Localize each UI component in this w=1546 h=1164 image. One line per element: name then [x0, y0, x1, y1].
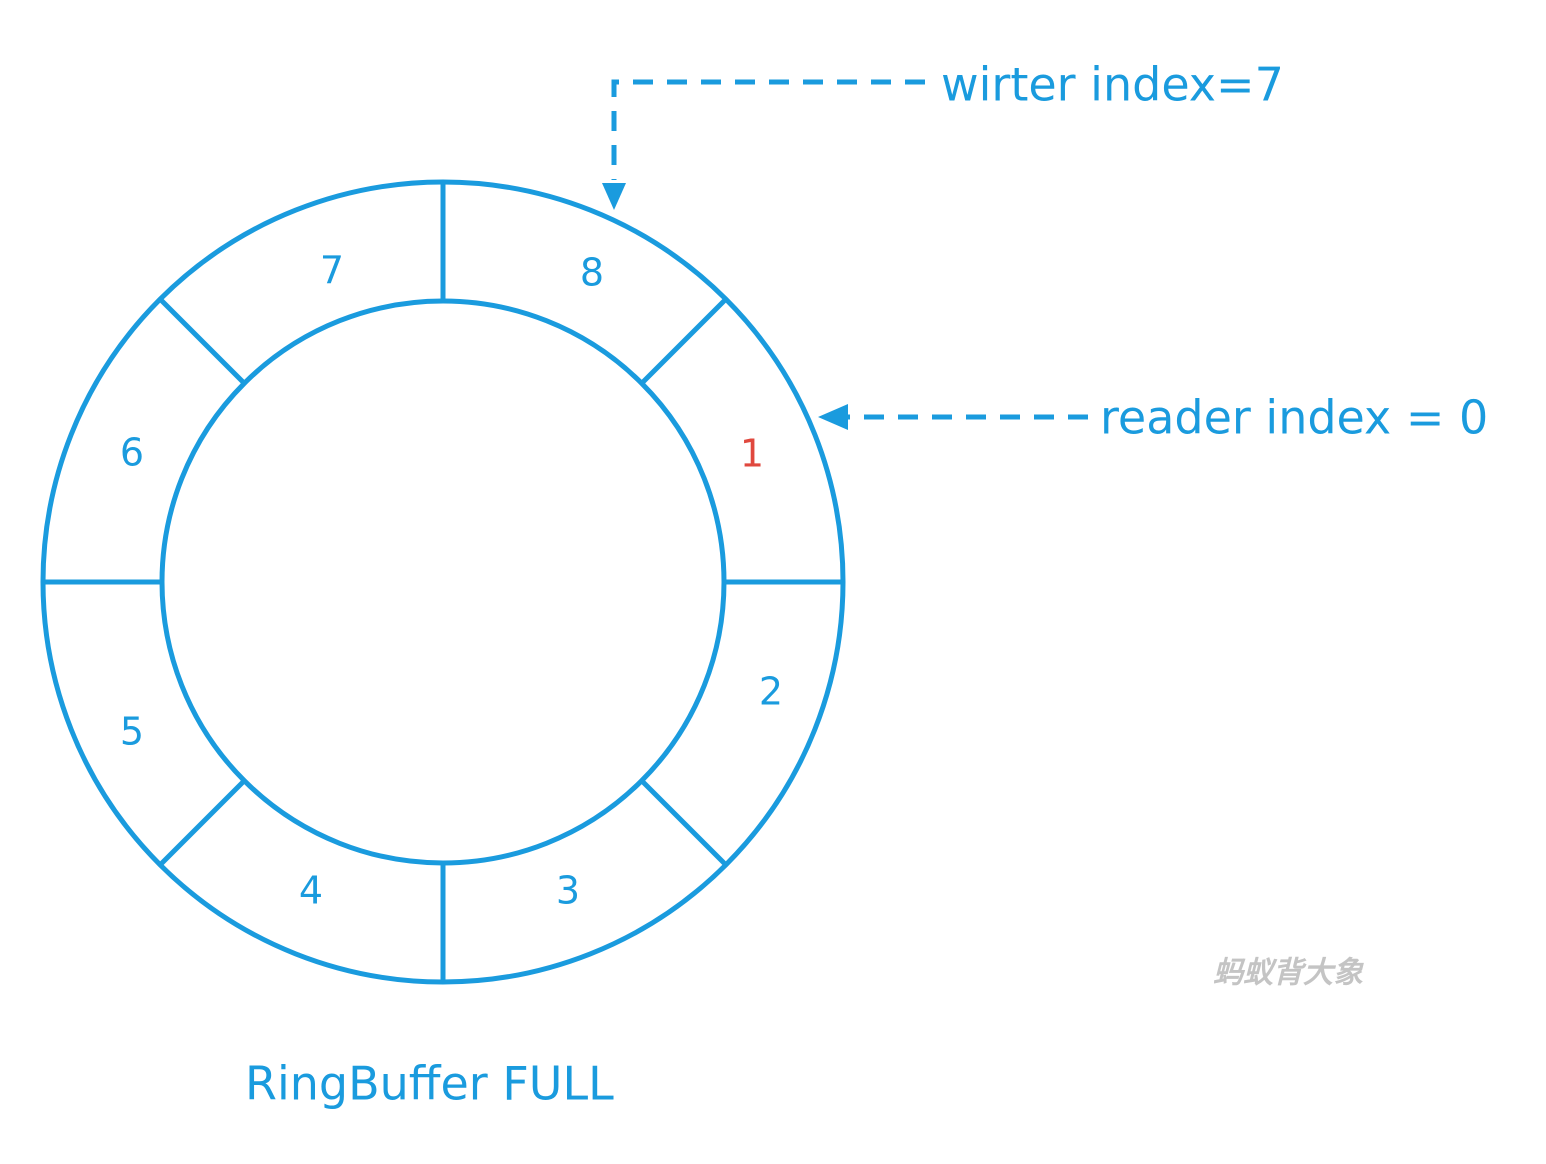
- slot-label: 8: [580, 251, 604, 295]
- slot-divider-top-right: [640, 297, 728, 385]
- diagram-caption: RingBuffer FULL: [245, 1057, 614, 1111]
- reader-arrow-head: [818, 404, 848, 430]
- writer-arrow-head: [602, 183, 626, 210]
- slot-divider-top-left: [158, 297, 246, 385]
- slot-divider-bottom-right: [640, 779, 728, 867]
- slot-label: 4: [299, 869, 323, 913]
- slot-label: 3: [556, 869, 580, 913]
- slot-label: 2: [759, 670, 783, 714]
- writer-pointer-line: [611, 79, 925, 180]
- slot-divider-bottom-left: [158, 779, 246, 867]
- slot-label: 7: [320, 249, 344, 293]
- slot-label: 6: [120, 431, 144, 475]
- slot-label-highlighted: 1: [740, 432, 764, 476]
- ring-inner-circle: [159, 298, 727, 866]
- writer-index-label: wirter index=7: [941, 58, 1284, 112]
- reader-index-label: reader index = 0: [1100, 391, 1488, 445]
- slot-label: 5: [120, 710, 144, 754]
- watermark-text: 蚂蚁背大象: [1213, 956, 1364, 991]
